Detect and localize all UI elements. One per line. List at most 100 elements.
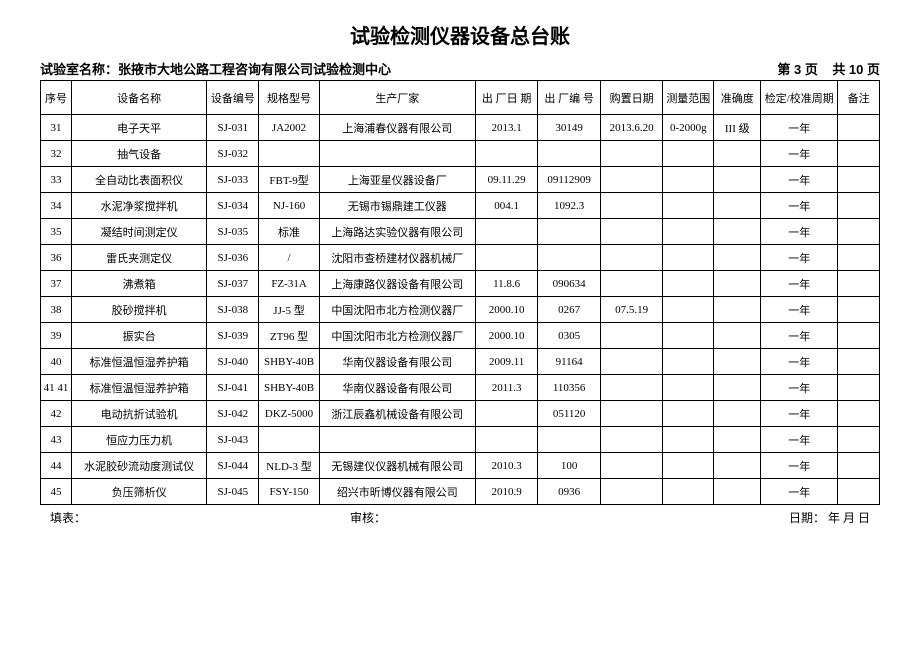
table-row: 45负压筛析仪SJ-045FSY-150绍兴市昕博仪器有限公司2010.9093… bbox=[41, 479, 880, 505]
cell-model: FBT-9型 bbox=[259, 167, 319, 193]
cell-mfr: 上海路达实验仪器有限公司 bbox=[319, 219, 475, 245]
cell-range bbox=[663, 349, 714, 375]
table-row: 33全自动比表面积仪SJ-033FBT-9型上海亚星仪器设备厂09.11.290… bbox=[41, 167, 880, 193]
cell-model: SHBY-40B bbox=[259, 349, 319, 375]
cell-cal: 一年 bbox=[761, 141, 838, 167]
cell-fdate bbox=[475, 141, 537, 167]
cell-cal: 一年 bbox=[761, 245, 838, 271]
cell-pdate bbox=[600, 219, 662, 245]
cell-code: SJ-033 bbox=[207, 167, 259, 193]
cell-acc bbox=[714, 453, 761, 479]
cell-mfr: 无锡市锡鼎建工仪器 bbox=[319, 193, 475, 219]
col-code: 设备编号 bbox=[207, 81, 259, 115]
cell-fdate: 004.1 bbox=[475, 193, 537, 219]
cell-code: SJ-036 bbox=[207, 245, 259, 271]
cell-fnum: 0936 bbox=[538, 479, 600, 505]
cell-acc: III 级 bbox=[714, 115, 761, 141]
table-row: 39振实台SJ-039ZT96 型中国沈阳市北方检测仪器厂2000.100305… bbox=[41, 323, 880, 349]
cell-name: 标准恒温恒湿养护箱 bbox=[71, 375, 206, 401]
table-row: 37沸煮箱SJ-037FZ-31A上海康路仪器设备有限公司11.8.609063… bbox=[41, 271, 880, 297]
cell-mfr: 浙江辰鑫机械设备有限公司 bbox=[319, 401, 475, 427]
cell-note bbox=[838, 297, 880, 323]
equipment-table: 序号 设备名称 设备编号 规格型号 生产厂家 出 厂日 期 出 厂编 号 购置日… bbox=[40, 80, 880, 505]
cell-acc bbox=[714, 271, 761, 297]
cell-code: SJ-045 bbox=[207, 479, 259, 505]
cell-cal: 一年 bbox=[761, 479, 838, 505]
cell-fdate bbox=[475, 401, 537, 427]
cell-range bbox=[663, 193, 714, 219]
cell-fdate: 2009.11 bbox=[475, 349, 537, 375]
cell-range bbox=[663, 375, 714, 401]
footer-row: 填表： 审核： 日期： 年 月 日 bbox=[40, 509, 880, 526]
cell-seq: 43 bbox=[41, 427, 72, 453]
table-row: 44水泥胶砂流动度测试仪SJ-044NLD-3 型无锡建仪仪器机械有限公司201… bbox=[41, 453, 880, 479]
cell-fnum: 100 bbox=[538, 453, 600, 479]
cell-model: DKZ-5000 bbox=[259, 401, 319, 427]
table-row: 32抽气设备SJ-032一年 bbox=[41, 141, 880, 167]
footer-review: 审核： bbox=[350, 509, 630, 526]
cell-mfr: 绍兴市昕博仪器有限公司 bbox=[319, 479, 475, 505]
cell-model: NJ-160 bbox=[259, 193, 319, 219]
cell-range bbox=[663, 401, 714, 427]
cell-name: 雷氏夹测定仪 bbox=[71, 245, 206, 271]
cell-cal: 一年 bbox=[761, 115, 838, 141]
cell-model: FSY-150 bbox=[259, 479, 319, 505]
cell-cal: 一年 bbox=[761, 401, 838, 427]
cell-pdate bbox=[600, 375, 662, 401]
table-row: 36雷氏夹测定仪SJ-036/沈阳市查桥建材仪器机械厂一年 bbox=[41, 245, 880, 271]
lab-label: 试验室名称： bbox=[40, 62, 118, 77]
cell-fdate bbox=[475, 219, 537, 245]
cell-note bbox=[838, 219, 880, 245]
cell-seq: 32 bbox=[41, 141, 72, 167]
cell-fnum bbox=[538, 427, 600, 453]
cell-model bbox=[259, 141, 319, 167]
cell-range bbox=[663, 271, 714, 297]
cell-code: SJ-042 bbox=[207, 401, 259, 427]
cell-cal: 一年 bbox=[761, 193, 838, 219]
cell-note bbox=[838, 271, 880, 297]
cell-code: SJ-040 bbox=[207, 349, 259, 375]
cell-note bbox=[838, 401, 880, 427]
cell-code: SJ-031 bbox=[207, 115, 259, 141]
cell-name: 电动抗折试验机 bbox=[71, 401, 206, 427]
table-row: 41 41标准恒温恒湿养护箱SJ-041SHBY-40B华南仪器设备有限公司20… bbox=[41, 375, 880, 401]
cell-fdate: 11.8.6 bbox=[475, 271, 537, 297]
cell-seq: 39 bbox=[41, 323, 72, 349]
page-number: 第 3 页 共 10 页 bbox=[777, 59, 880, 78]
cell-model: SHBY-40B bbox=[259, 375, 319, 401]
cell-acc bbox=[714, 219, 761, 245]
cell-cal: 一年 bbox=[761, 219, 838, 245]
cell-model: / bbox=[259, 245, 319, 271]
page-total: 共 10 页 bbox=[832, 62, 880, 77]
table-body: 31电子天平SJ-031JA2002上海浦春仪器有限公司2013.1301492… bbox=[41, 115, 880, 505]
cell-code: SJ-041 bbox=[207, 375, 259, 401]
cell-pdate bbox=[600, 193, 662, 219]
cell-mfr bbox=[319, 141, 475, 167]
cell-fdate: 2011.3 bbox=[475, 375, 537, 401]
cell-pdate bbox=[600, 271, 662, 297]
cell-fnum: 110356 bbox=[538, 375, 600, 401]
cell-seq: 40 bbox=[41, 349, 72, 375]
page-current: 第 3 页 bbox=[777, 62, 817, 77]
col-range: 测量范围 bbox=[663, 81, 714, 115]
cell-fdate: 2000.10 bbox=[475, 297, 537, 323]
cell-fdate: 2000.10 bbox=[475, 323, 537, 349]
cell-cal: 一年 bbox=[761, 167, 838, 193]
cell-range bbox=[663, 245, 714, 271]
cell-name: 水泥胶砂流动度测试仪 bbox=[71, 453, 206, 479]
cell-mfr: 上海浦春仪器有限公司 bbox=[319, 115, 475, 141]
cell-note bbox=[838, 115, 880, 141]
cell-acc bbox=[714, 297, 761, 323]
cell-name: 凝结时间测定仪 bbox=[71, 219, 206, 245]
cell-fnum: 30149 bbox=[538, 115, 600, 141]
cell-cal: 一年 bbox=[761, 271, 838, 297]
cell-seq: 38 bbox=[41, 297, 72, 323]
cell-acc bbox=[714, 167, 761, 193]
cell-model bbox=[259, 427, 319, 453]
cell-seq: 33 bbox=[41, 167, 72, 193]
cell-name: 胶砂搅拌机 bbox=[71, 297, 206, 323]
cell-fdate bbox=[475, 245, 537, 271]
cell-seq: 42 bbox=[41, 401, 72, 427]
cell-pdate: 07.5.19 bbox=[600, 297, 662, 323]
cell-acc bbox=[714, 323, 761, 349]
